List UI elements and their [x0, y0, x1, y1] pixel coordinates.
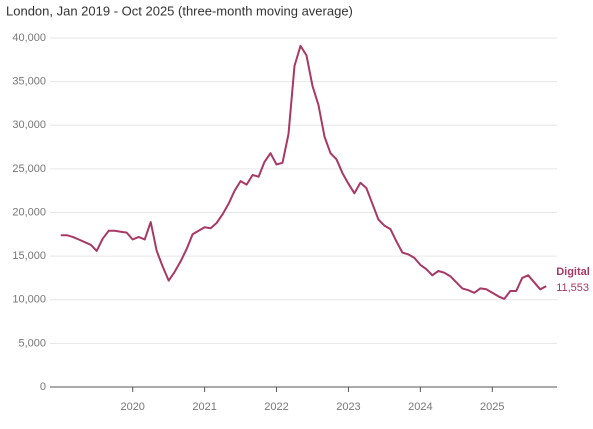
y-tick-label: 30,000 — [12, 119, 46, 131]
y-tick-label: 40,000 — [12, 32, 46, 44]
y-tick-label: 20,000 — [12, 206, 46, 218]
y-tick-label: 5,000 — [18, 337, 46, 349]
line — [60, 44, 547, 300]
chart-title: London, Jan 2019 - Oct 2025 (three-month… — [6, 3, 353, 18]
y-tick-label: 10,000 — [12, 294, 46, 306]
y-tick-label: 15,000 — [12, 250, 46, 262]
x-tick-label: 2021 — [192, 401, 216, 413]
y-tick-label: 0 — [40, 381, 46, 393]
value-label: 11,553 — [556, 282, 589, 294]
x-tick-label: 2022 — [264, 401, 288, 413]
y-tick-label: 25,000 — [12, 163, 46, 175]
x-tick-label: 2023 — [336, 401, 360, 413]
y-tick-label: 35,000 — [12, 76, 46, 88]
legend-label: Digital — [556, 266, 590, 278]
x-tick-label: 2024 — [408, 401, 432, 413]
x-tick-label: 2025 — [480, 401, 504, 413]
x-tick-label: 2020 — [120, 401, 144, 413]
